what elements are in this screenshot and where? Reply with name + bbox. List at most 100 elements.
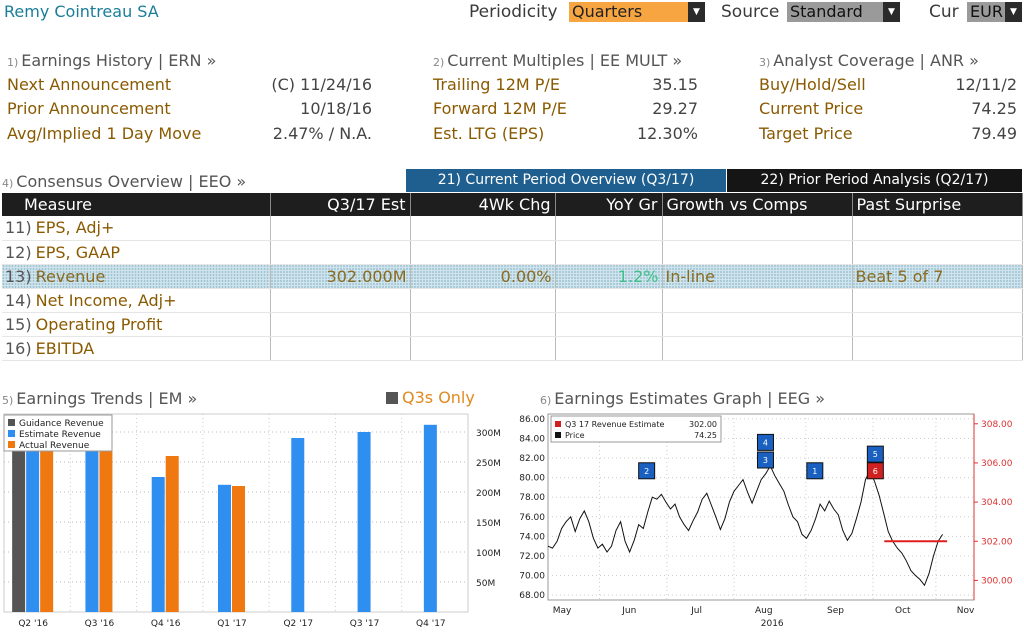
bar — [26, 420, 40, 612]
table-row-selected[interactable]: 13) Revenue 302.000M 0.00% 1.2% In-line B… — [2, 264, 1023, 289]
event-marker — [806, 462, 824, 480]
chg-cell — [410, 216, 556, 241]
next-announcement-label: Next Announcement — [7, 75, 172, 94]
current-multiples-link[interactable]: 2) Current Multiples | EE MULT » — [433, 51, 682, 70]
section-title: Current Multiples | EE MULT » — [447, 51, 683, 70]
event-marker-label: 4 — [763, 438, 768, 447]
toggle-label: Q3s Only — [402, 388, 475, 407]
event-marker-label: 1 — [812, 467, 817, 476]
section-title: Earnings History | ERN » — [21, 51, 217, 70]
section-number: 2) — [433, 56, 445, 69]
x-tick-label: Oct — [895, 606, 911, 616]
header-4wk-chg[interactable]: 4Wk Chg — [410, 193, 556, 216]
forward-pe-label: Forward 12M P/E — [433, 99, 567, 118]
legend-swatch — [555, 421, 561, 427]
y-right-tick-label: 304.00 — [981, 498, 1013, 508]
header-measure[interactable]: Measure — [2, 193, 271, 216]
legend-swatch — [8, 430, 15, 437]
table-header-row: Measure Q3/17 Est 4Wk Chg YoY Gr Growth … — [2, 193, 1023, 216]
header-estimate[interactable]: Q3/17 Est — [270, 193, 411, 216]
y-left-tick-label: 74.00 — [519, 532, 545, 542]
bar — [12, 420, 26, 612]
earnings-trends-chart: 50M 100M 150M 200M 250M 300M Q2 '16 Q3 '16 Q4 '1… — [3, 413, 501, 629]
estimate-cell — [270, 336, 411, 361]
section-title: Consensus Overview | EEO » — [16, 172, 247, 191]
measure-cell: 15) Operating Profit — [2, 312, 271, 337]
row-number: 15) — [5, 314, 32, 334]
x-tick-label: Q2 '16 — [18, 619, 48, 629]
header-growth-vs-comps[interactable]: Growth vs Comps — [662, 193, 853, 216]
x-year-label: 2016 — [761, 619, 784, 629]
periodicity-select[interactable]: Quarters — [569, 2, 689, 22]
y-left-tick-label: 84.00 — [519, 434, 545, 444]
estimate-cell — [270, 288, 411, 313]
table-row[interactable]: 12) EPS, GAAP — [2, 240, 1023, 265]
chg-cell — [410, 288, 556, 313]
section-title: Earnings Estimates Graph | EEG » — [554, 389, 826, 408]
current-price-label: Current Price — [759, 99, 864, 118]
source-chevron-down-icon[interactable]: ▼ — [883, 2, 900, 22]
surprise-cell — [852, 336, 1023, 361]
currency-chevron-down-icon[interactable]: ▼ — [1005, 2, 1022, 22]
header-past-surprise[interactable]: Past Surprise — [852, 193, 1023, 216]
section-number: 6) — [540, 394, 552, 407]
x-tick-label: Q3 '17 — [350, 619, 380, 629]
header-yoy-gr[interactable]: YoY Gr — [555, 193, 663, 216]
measure-cell: 13) Revenue — [2, 264, 271, 289]
table-row[interactable]: 15) Operating Profit — [2, 312, 1023, 337]
forward-pe-value: 29.27 — [652, 99, 698, 118]
legend-value: 302.00 — [689, 420, 717, 429]
legend-box — [550, 415, 722, 443]
legend-swatch — [555, 432, 561, 438]
consensus-overview-link[interactable]: 4) Consensus Overview | EEO » — [2, 172, 246, 191]
row-number: 16) — [5, 338, 32, 358]
source-label: Source — [721, 2, 780, 22]
periodicity-chevron-down-icon[interactable]: ▼ — [688, 2, 705, 22]
top-bar: Remy Cointreau SA Periodicity Quarters ▼… — [0, 0, 1024, 24]
earnings-estimates-link[interactable]: 6) Earnings Estimates Graph | EEG » — [540, 389, 825, 408]
tab-prior-period[interactable]: 22) Prior Period Analysis (Q2/17) — [727, 169, 1022, 192]
surprise-cell — [852, 216, 1023, 241]
y-tick-label: 250M — [476, 459, 501, 469]
chg-cell — [410, 336, 556, 361]
measure-name: Operating Profit — [35, 314, 163, 334]
source-select[interactable]: Standard — [787, 2, 883, 22]
tab-current-period[interactable]: 21) Current Period Overview (Q3/17) — [406, 169, 726, 192]
y-right-tick-label: 300.00 — [981, 576, 1013, 586]
x-tick-label: Aug — [755, 606, 773, 616]
q3s-only-toggle[interactable]: Q3s Only — [386, 388, 475, 407]
comps-cell — [662, 312, 853, 337]
yoy-cell — [555, 240, 663, 265]
y-left-tick-label: 72.00 — [519, 552, 545, 562]
analyst-coverage-link[interactable]: 3) Analyst Coverage | ANR » — [759, 51, 979, 70]
y-right-tick-label: 302.00 — [981, 537, 1013, 547]
comps-cell: In-line — [662, 264, 853, 289]
comps-cell — [662, 288, 853, 313]
y-tick-label: 50M — [476, 579, 495, 589]
chg-cell — [410, 240, 556, 265]
x-tick-label: May — [553, 606, 572, 616]
x-tick-label: Q3 '16 — [85, 619, 115, 629]
table-row[interactable]: 14) Net Income, Adj+ — [2, 288, 1023, 313]
bar — [218, 484, 231, 612]
prior-announcement-label: Prior Announcement — [7, 99, 171, 118]
earnings-history-link[interactable]: 1) Earnings History | ERN » — [7, 51, 216, 70]
currency-select[interactable]: EUR — [967, 2, 1005, 22]
bar — [232, 486, 245, 612]
day-move-value: 2.47% / N.A. — [272, 124, 372, 143]
earnings-trends-link[interactable]: 5) Earnings Trends | EM » — [2, 389, 197, 408]
yoy-cell — [555, 288, 663, 313]
comps-cell — [662, 336, 853, 361]
checkbox-icon[interactable] — [386, 392, 398, 404]
estimate-cell — [270, 216, 411, 241]
y-right-tick-label: 308.00 — [981, 420, 1013, 430]
table-row[interactable]: 11) EPS, Adj+ — [2, 216, 1023, 241]
price-line — [547, 464, 944, 587]
y-tick-label: 150M — [476, 519, 501, 529]
ltg-label: Est. LTG (EPS) — [433, 124, 545, 143]
event-marker-label: 2 — [644, 467, 649, 476]
y-tick-label: 200M — [476, 489, 501, 499]
event-marker — [866, 462, 884, 480]
table-row[interactable]: 16) EBITDA — [2, 336, 1023, 361]
section-title: Earnings Trends | EM » — [16, 389, 198, 408]
